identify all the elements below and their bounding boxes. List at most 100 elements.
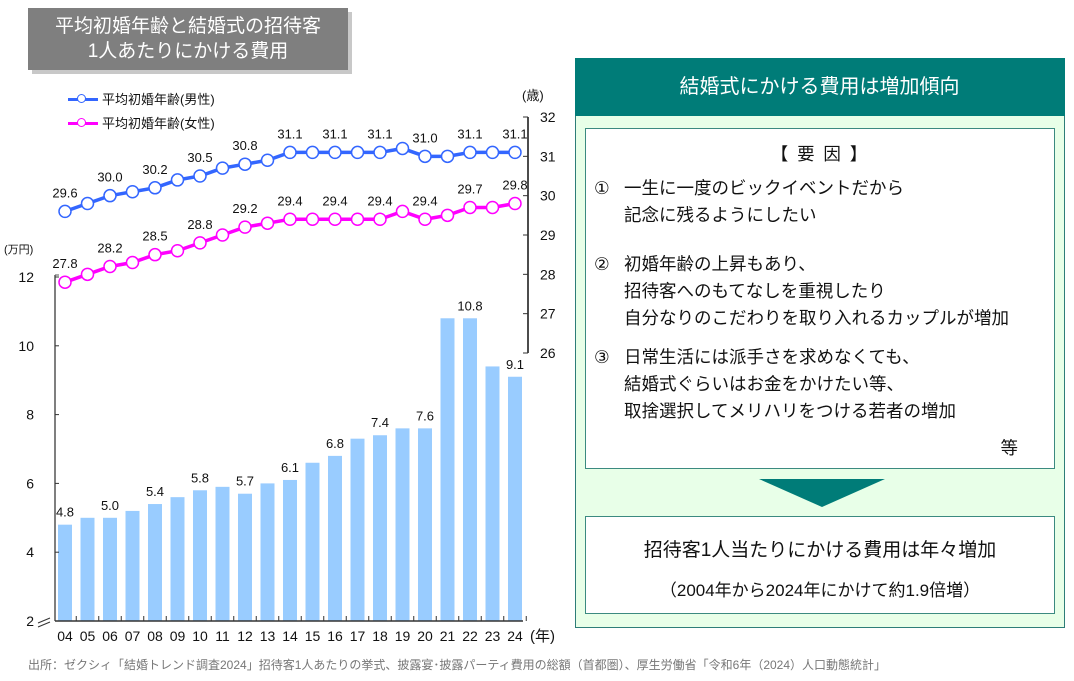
point-male-04: [58, 204, 72, 219]
line-data-label-female: 29.7: [457, 181, 482, 196]
right-axis-tick-label: 31: [540, 148, 556, 164]
source-note: 出所：ゼクシィ「結婚トレンド調査2024」招待客1人あたりの挙式、披露宴･披露パ…: [28, 658, 887, 672]
x-axis-tick-label: 06: [102, 628, 118, 644]
legend-label-male: 平均初婚年齢(男性): [102, 92, 215, 107]
right-axis-tick-label: 30: [540, 188, 556, 204]
point-female-15: [305, 212, 320, 227]
point-female-04: [58, 275, 72, 289]
bar-19: [395, 428, 410, 621]
bar-13: [260, 483, 275, 621]
right-axis-tick-label: 32: [540, 109, 556, 125]
point-male-10: [193, 169, 207, 183]
right-axis-tick-label: 26: [540, 345, 556, 361]
bar-data-label: 7.4: [371, 415, 389, 430]
bar-05: [80, 517, 95, 621]
factor-line: 初婚年齢の上昇もあり、: [624, 254, 816, 274]
point-male-24: [508, 145, 522, 160]
line-data-label-male: 30.0: [97, 170, 122, 185]
result-detail: （2004年から2024年にかけて約1.9倍増）: [659, 581, 981, 600]
factor-line: 取捨選択してメリハリをつける若者の増加: [624, 401, 956, 421]
line-data-label-male: 30.5: [187, 150, 212, 165]
x-axis-tick-label: 22: [462, 628, 478, 644]
line-data-label-female: 28.2: [97, 240, 122, 255]
point-male-07: [125, 184, 140, 199]
right-axis-tick-label: 29: [540, 227, 556, 243]
factors-box: 【 要 因 】 ① 一生に一度のビックイベントだから 記念に残るようにしたい ②…: [585, 128, 1055, 469]
bar-24: [508, 376, 522, 621]
chart-title-box: 平均初婚年齢と結婚式の招待客 1人あたりにかける費用: [28, 8, 348, 70]
left-axis-tick-label: 8: [26, 407, 34, 423]
x-axis-tick-label: 10: [192, 628, 208, 644]
line-data-label-male: 31.1: [367, 126, 392, 141]
point-male-16: [328, 145, 342, 160]
point-female-20: [418, 212, 432, 227]
factor-line: 記念に残るようにしたい: [624, 205, 817, 225]
factor-line: 招待客へのもてなしを重視したり: [624, 281, 886, 301]
bar-data-label: 5.7: [236, 474, 254, 489]
point-male-06: [103, 188, 117, 203]
point-male-09: [170, 173, 185, 187]
legend-label-female: 平均初婚年齢(女性): [102, 116, 215, 131]
factor-number: ②: [594, 254, 610, 274]
bar-data-label: 9.1: [506, 357, 524, 372]
point-male-14: [283, 145, 297, 160]
x-axis-tick-label: 12: [237, 628, 253, 644]
point-male-23: [485, 145, 500, 160]
x-axis-tick-label: 07: [125, 628, 141, 644]
left-axis-tick-label: 2: [26, 613, 34, 629]
point-male-21: [440, 149, 455, 164]
bar-16: [328, 455, 342, 621]
bar-08: [148, 504, 162, 621]
bar-data-label: 6.8: [326, 436, 344, 451]
bar-20: [418, 428, 432, 621]
axis-break-mark-icon: [37, 621, 51, 628]
point-female-10: [193, 236, 207, 250]
line-data-label-female: 29.4: [322, 193, 347, 208]
factor-number: ③: [594, 347, 610, 367]
point-female-22: [463, 200, 477, 215]
down-arrow-icon: [759, 479, 885, 507]
point-female-16: [328, 212, 342, 227]
bar-17: [350, 438, 365, 621]
factor-item-1: ① 一生に一度のビックイベントだから 記念に残るようにしたい: [586, 175, 1054, 229]
x-axis-tick-label: 18: [372, 628, 388, 644]
x-axis-tick-label: 24: [507, 628, 523, 644]
bar-07: [125, 510, 140, 621]
bar-data-label: 10.8: [457, 298, 482, 313]
legend-marker-male-icon: [68, 93, 98, 105]
factors-title: 【 要 因 】: [770, 144, 870, 164]
chart-title-line1: 平均初婚年齢と結婚式の招待客: [54, 16, 321, 37]
bar-06: [103, 517, 117, 621]
line-data-label-male: 31.1: [502, 126, 527, 141]
x-axis-unit-label: (年): [530, 628, 555, 645]
line-data-label-male: 29.6: [52, 185, 77, 200]
x-axis-tick-label: 14: [282, 628, 298, 644]
x-axis-tick-label: 17: [350, 628, 366, 644]
x-axis-tick-label: 05: [80, 628, 96, 644]
point-female-24: [508, 196, 522, 211]
x-axis-tick-label: 13: [260, 628, 276, 644]
point-female-09: [170, 243, 185, 258]
left-axis-tick-label: 12: [18, 269, 34, 285]
line-data-label-female: 29.8: [502, 178, 527, 193]
line-data-label-female: 27.8: [52, 256, 77, 271]
point-male-15: [305, 145, 320, 160]
point-female-06: [103, 259, 117, 274]
bar-12: [238, 493, 252, 621]
x-axis-tick-label: 04: [57, 628, 73, 644]
bar-data-label: 5.8: [191, 470, 209, 485]
point-female-11: [215, 228, 230, 242]
bar-21: [440, 318, 455, 621]
right-axis-tick-label: 27: [540, 306, 556, 322]
point-female-07: [125, 255, 140, 270]
point-female-14: [283, 212, 297, 227]
point-male-17: [350, 145, 365, 160]
bar-data-label: 6.1: [281, 460, 299, 475]
bar-04: [58, 524, 72, 621]
line-data-label-female: 29.4: [412, 193, 437, 208]
factor-line: 一生に一度のビックイベントだから: [624, 178, 904, 198]
left-axis-unit-label: (万円): [4, 244, 33, 256]
right-axis-tick-label: 28: [540, 266, 556, 282]
point-female-08: [148, 247, 162, 262]
point-female-19: [395, 204, 410, 219]
